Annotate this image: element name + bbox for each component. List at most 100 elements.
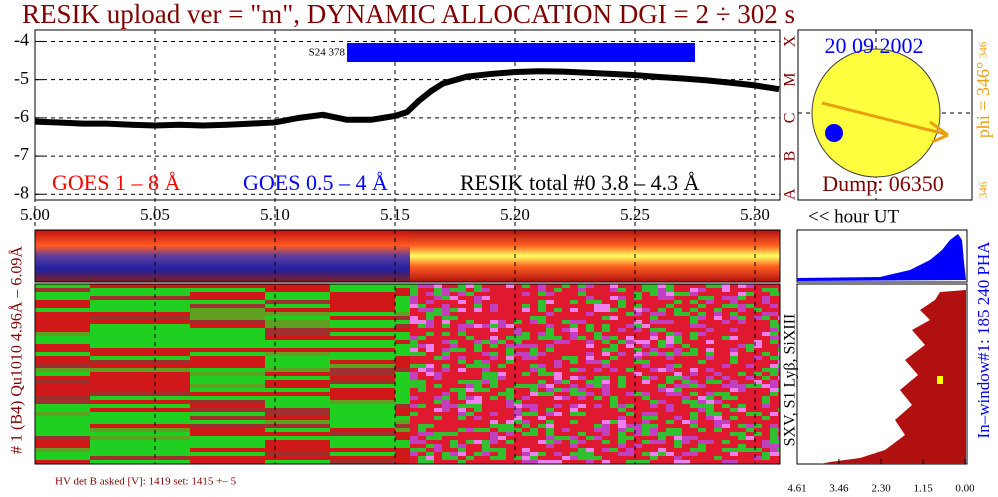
spectrogram-cell — [594, 352, 602, 356]
spectrogram-cell — [698, 392, 706, 396]
spectrogram-cell — [594, 400, 602, 404]
spectrogram-cell — [642, 452, 650, 456]
spectrogram-cell — [474, 328, 482, 332]
spectrogram-cell — [450, 364, 458, 368]
spectrogram-cell — [426, 316, 434, 320]
spectrogram-cell — [642, 432, 650, 436]
spectrogram-cell — [90, 300, 190, 304]
spectrogram-cell — [506, 372, 514, 376]
spectrogram-cell — [530, 296, 538, 300]
spectrogram-cell — [426, 416, 434, 420]
spectrogram-cell — [586, 360, 594, 364]
spectrogram-cell — [730, 356, 738, 360]
spectrogram-cell — [530, 420, 538, 424]
spectrogram-cell — [594, 336, 602, 340]
spectrogram-cell — [562, 336, 570, 340]
spectrogram-cell — [778, 316, 780, 320]
spectrogram-cell — [586, 304, 594, 308]
spectrogram-cell — [434, 448, 442, 452]
spectrogram-cell — [190, 412, 265, 416]
spectrogram-cell — [682, 360, 690, 364]
spectrogram-cell — [666, 452, 674, 456]
spectrogram-cell — [754, 460, 762, 464]
spectrogram-cell — [490, 284, 498, 288]
spectrogram-cell — [265, 372, 330, 376]
spectrogram-cell — [570, 284, 578, 288]
spectrogram-cell — [190, 332, 265, 336]
spectrogram-cell — [506, 452, 514, 456]
spectrogram-cell — [546, 412, 554, 416]
spectrogram-cell — [474, 392, 482, 396]
spectrogram-cell — [90, 332, 190, 336]
data-line — [34, 68, 780, 129]
spectrogram-cell — [682, 336, 690, 340]
spectrogram-cell — [746, 436, 754, 440]
spectrogram-cell — [594, 292, 602, 296]
spectrogram-cell — [426, 332, 434, 336]
spectrogram-cell — [602, 320, 610, 324]
spectrogram-cell — [634, 380, 642, 384]
spectrogram-cell — [642, 296, 650, 300]
spectrogram-cell — [618, 436, 626, 440]
spectrogram-cell — [442, 328, 450, 332]
spectrogram-cell — [754, 420, 762, 424]
spectrogram-cell — [674, 396, 682, 400]
spectrogram-cell — [265, 376, 330, 380]
spectrogram-cell — [722, 456, 730, 460]
spectrogram-cell — [466, 348, 474, 352]
spectrogram-cell — [506, 444, 514, 448]
spectrogram-cell — [738, 420, 746, 424]
spectrogram-cell — [770, 448, 778, 452]
spectrogram-cell — [410, 348, 418, 352]
spectrogram-cell — [610, 292, 618, 296]
spectrogram-cell — [586, 428, 594, 432]
spectrogram-cell — [514, 300, 522, 304]
spectrogram-cell — [714, 288, 722, 292]
spectrogram-cell — [395, 400, 410, 404]
spectrogram-cell — [522, 396, 530, 400]
spectrogram-cell — [506, 428, 514, 432]
spectrogram-cell — [658, 432, 666, 436]
spectrogram-cell — [90, 420, 190, 424]
spectrogram-cell — [658, 452, 666, 456]
spectrogram-cell — [714, 324, 722, 328]
spectrogram-cell — [35, 308, 90, 312]
spectrogram-cell — [738, 328, 746, 332]
spectrogram-cell — [35, 456, 90, 460]
spectrogram-cell — [658, 396, 666, 400]
spectrogram-cell — [674, 424, 682, 428]
spectrogram-cell — [450, 320, 458, 324]
spectrogram-cell — [434, 392, 442, 396]
spectrogram-cell — [594, 300, 602, 304]
spectrogram-cell — [618, 352, 626, 356]
spectrogram-cell — [395, 440, 410, 444]
spectrogram-cell — [562, 356, 570, 360]
spectrogram-cell — [650, 396, 658, 400]
spectrogram-cell — [546, 356, 554, 360]
spectrogram-cell — [498, 368, 506, 372]
spectrogram-cell — [466, 356, 474, 360]
spectrogram-cell — [466, 412, 474, 416]
spectrogram-cell — [458, 368, 466, 372]
spectrogram-cell — [450, 380, 458, 384]
spectrogram-cell — [190, 356, 265, 360]
spectrogram-cell — [538, 324, 546, 328]
spectrogram-cell — [682, 388, 690, 392]
spectrogram-cell — [514, 404, 522, 408]
spectrogram-cell — [674, 328, 682, 332]
spectrogram-cell — [754, 364, 762, 368]
spectrogram-cell — [738, 352, 746, 356]
spectrogram-cell — [514, 444, 522, 448]
spectrogram-cell — [754, 324, 762, 328]
spectrogram-cell — [426, 384, 434, 388]
spectrogram-cell — [594, 440, 602, 444]
spectrogram-cell — [570, 288, 578, 292]
spectrogram-cell — [514, 460, 522, 464]
spectrogram-cell — [682, 352, 690, 356]
spectrogram-cell — [746, 404, 754, 408]
spectrogram-cell — [634, 376, 642, 380]
spectrogram-cell — [466, 364, 474, 368]
spectrogram-cell — [474, 336, 482, 340]
spectrogram-cell — [698, 408, 706, 412]
flare-class: B — [782, 151, 799, 162]
